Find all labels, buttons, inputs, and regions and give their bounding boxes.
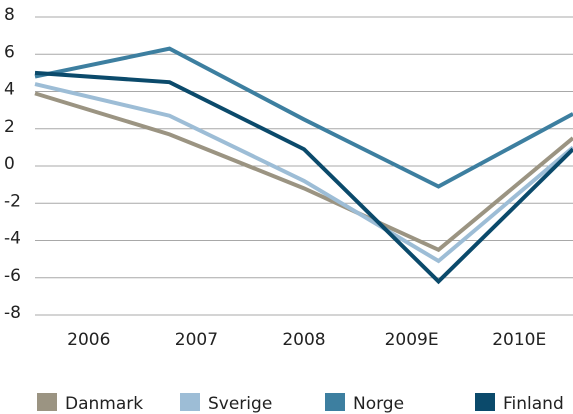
y-tick-label: 4 <box>4 80 15 100</box>
legend-label: Sverige <box>208 394 272 414</box>
legend-label: Norge <box>353 394 404 414</box>
y-tick-label: -8 <box>4 303 21 323</box>
y-tick-label: 6 <box>4 42 15 62</box>
legend-label: Danmark <box>65 394 143 414</box>
y-tick-label: 0 <box>4 154 15 174</box>
legend-label: Finland <box>503 394 564 414</box>
x-tick-label: 2007 <box>175 330 218 350</box>
y-tick-label: -6 <box>4 266 21 286</box>
y-tick-label: 2 <box>4 117 15 137</box>
line <box>34 46 573 189</box>
x-tick-label: 2010E <box>492 330 546 350</box>
legend-swatch <box>180 393 200 411</box>
line <box>34 70 573 285</box>
x-tick-label: 2006 <box>67 330 110 350</box>
legend-swatch <box>475 393 495 411</box>
legend-swatch <box>325 393 345 411</box>
y-tick-label: -4 <box>4 229 21 249</box>
y-tick-label: 8 <box>4 5 15 25</box>
legend-swatch <box>37 393 57 411</box>
line <box>34 91 573 253</box>
line <box>34 82 573 264</box>
y-tick-label: -2 <box>4 191 21 211</box>
x-tick-label: 2008 <box>282 330 325 350</box>
x-tick-label: 2009E <box>385 330 439 350</box>
